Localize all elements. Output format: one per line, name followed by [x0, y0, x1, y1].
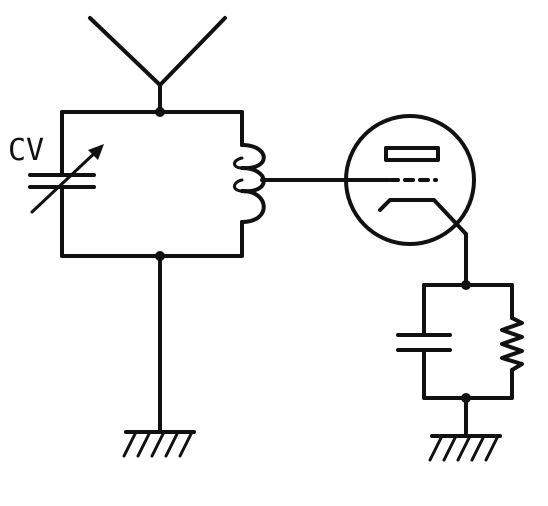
- variable-capacitor-icon: [28, 144, 104, 214]
- load-network: [422, 283, 514, 403]
- ground-icon: [428, 434, 502, 462]
- ground-icon: [122, 430, 196, 458]
- junction-dot-top: [155, 107, 165, 117]
- capacitor-icon: [396, 333, 452, 352]
- antenna-icon: [88, 16, 227, 114]
- capacitor-label: CV: [8, 133, 44, 168]
- triode-tube-icon: [344, 114, 476, 246]
- inductor-icon: [233, 143, 266, 224]
- resistor-icon: [500, 316, 524, 372]
- tank-circuit: [60, 107, 244, 261]
- tube-plate: [384, 146, 440, 162]
- tube-cathode: [378, 198, 468, 236]
